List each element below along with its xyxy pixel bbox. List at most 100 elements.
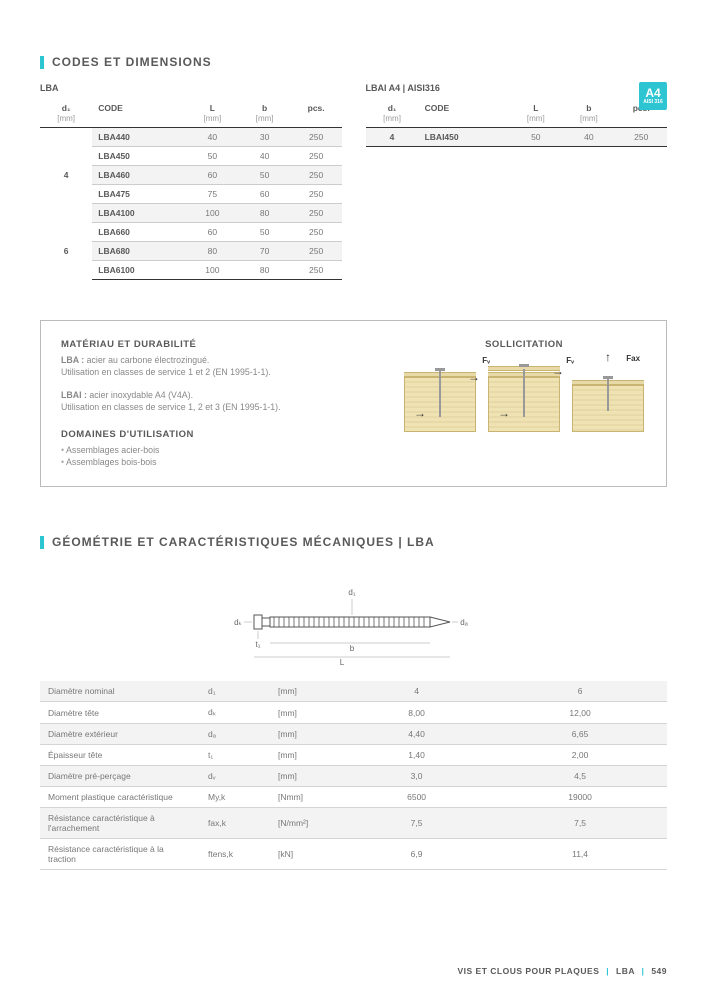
cell-pcs: 250 [291, 185, 342, 204]
cell: fax,k [200, 808, 270, 839]
arrow-icon: → [468, 370, 480, 384]
cell-L: 40 [186, 128, 238, 147]
cell: Diamètre extérieur [40, 724, 200, 745]
cell-code: LBA440 [92, 128, 186, 147]
cell-d1: 4 [40, 128, 92, 223]
cell: 12,00 [493, 702, 667, 724]
cell: 2,00 [493, 745, 667, 766]
cell-code: LBA680 [92, 242, 186, 261]
cell: Moment plastique caractéristique [40, 787, 200, 808]
cell-L: 100 [186, 261, 238, 280]
list-item: Assemblages bois-bois [61, 456, 378, 468]
cell-b: 50 [239, 223, 291, 242]
diag-dk: dₖ [234, 618, 242, 627]
heading-text: GÉOMÉTRIE ET CARACTÉRISTIQUES MÉCANIQUES… [52, 535, 435, 549]
cell-b: 80 [239, 261, 291, 280]
cell-code: LBA450 [92, 147, 186, 166]
table-row: Diamètre têtedₖ[mm]8,0012,00 [40, 702, 667, 724]
cell: [mm] [270, 724, 340, 745]
cell: ftens,k [200, 839, 270, 870]
diagram-axial: Fax ↑ [572, 360, 644, 432]
cell: 6500 [340, 787, 493, 808]
cell-L: 75 [186, 185, 238, 204]
heading-bar [40, 536, 44, 549]
cell: 19000 [493, 787, 667, 808]
cell-pcs: 250 [291, 261, 342, 280]
cell-b: 40 [562, 128, 615, 147]
solicitation-diagrams: Fᵥ → → Fᵥ → → Fax ↑ [402, 360, 646, 432]
cell-pcs: 250 [291, 128, 342, 147]
cell-pcs: 250 [291, 223, 342, 242]
cell: My,k [200, 787, 270, 808]
fax-label: Fax [626, 354, 640, 363]
th-code: CODE [92, 99, 186, 114]
diag-t1: t₁ [255, 640, 260, 649]
table-row: Résistance caractéristique à la traction… [40, 839, 667, 870]
cell: 11,4 [493, 839, 667, 870]
solicitation-title: SOLLICITATION [402, 339, 646, 350]
cell-d1: 6 [40, 223, 92, 280]
a4-badge-main: A4 [645, 87, 660, 99]
cell: [mm] [270, 766, 340, 787]
cell: dₐ [200, 724, 270, 745]
unit-code [92, 114, 186, 128]
table-row: 4LBA4404030250 [40, 128, 342, 147]
cell: Diamètre tête [40, 702, 200, 724]
geometry-table: Diamètre nominald₁[mm]46Diamètre têtedₖ[… [40, 681, 667, 870]
cell: Diamètre nominal [40, 681, 200, 702]
table-row: Épaisseur têtet₁[mm]1,402,00 [40, 745, 667, 766]
right-table-label: LBAI A4 | AISI316 [366, 83, 668, 93]
cell: 7,5 [493, 808, 667, 839]
unit-code [419, 114, 510, 128]
table-units-row: [mm] [mm] [mm] [40, 114, 342, 128]
cell-pcs: 250 [615, 128, 667, 147]
arrow-icon: → [552, 364, 564, 378]
cell: [mm] [270, 681, 340, 702]
table-units-row: [mm] [mm] [mm] [366, 114, 668, 128]
lbai-table: d₁ CODE L b pcs. [mm] [mm] [mm] 4LBAI450 [366, 99, 668, 147]
cell: 4 [340, 681, 493, 702]
footer-category: VIS ET CLOUS POUR PLAQUES [457, 966, 599, 976]
cell-code: LBAI450 [419, 128, 510, 147]
domains-title: DOMAINES D'UTILISATION [61, 429, 378, 440]
unit-pcs [291, 114, 342, 128]
cell: t₁ [200, 745, 270, 766]
cell-b: 30 [239, 128, 291, 147]
cell-code: LBA475 [92, 185, 186, 204]
cell-L: 50 [186, 147, 238, 166]
diag-b: b [349, 644, 354, 653]
diagram-shear-2: Fᵥ → → [488, 360, 560, 432]
cell: 6 [493, 681, 667, 702]
cell: [N/mm²] [270, 808, 340, 839]
cell: [kN] [270, 839, 340, 870]
material-title: MATÉRIAU ET DURABILITÉ [61, 339, 378, 350]
th-b: b [239, 99, 291, 114]
cell: dₖ [200, 702, 270, 724]
diagram-shear-1: Fᵥ → → [404, 360, 476, 432]
page-footer: VIS ET CLOUS POUR PLAQUES | LBA | 549 [457, 966, 667, 976]
cell: Résistance caractéristique à la traction [40, 839, 200, 870]
unit-b: [mm] [562, 114, 615, 128]
cell-code: LBA660 [92, 223, 186, 242]
diag-L: L [339, 658, 344, 667]
th-d1: d₁ [366, 99, 419, 114]
table-row: Moment plastique caractéristiqueMy,k[Nmm… [40, 787, 667, 808]
unit-pcs [615, 114, 667, 128]
cell-pcs: 250 [291, 242, 342, 261]
cell: 4,5 [493, 766, 667, 787]
cell-pcs: 250 [291, 147, 342, 166]
cell: Diamètre pré-perçage [40, 766, 200, 787]
th-pcs: pcs. [291, 99, 342, 114]
arrow-icon: → [498, 406, 510, 420]
cell: [mm] [270, 745, 340, 766]
th-code: CODE [419, 99, 510, 114]
th-b: b [562, 99, 615, 114]
cell: 1,40 [340, 745, 493, 766]
diag-da: dₐ [460, 618, 468, 627]
cell-L: 50 [509, 128, 562, 147]
cell: 6,9 [340, 839, 493, 870]
heading-bar [40, 56, 44, 69]
material-p2: LBAI : acier inoxydable A4 (V4A).Utilisa… [61, 389, 378, 414]
table-row: 4LBAI4505040250 [366, 128, 668, 147]
heading-text: CODES ET DIMENSIONS [52, 55, 212, 69]
